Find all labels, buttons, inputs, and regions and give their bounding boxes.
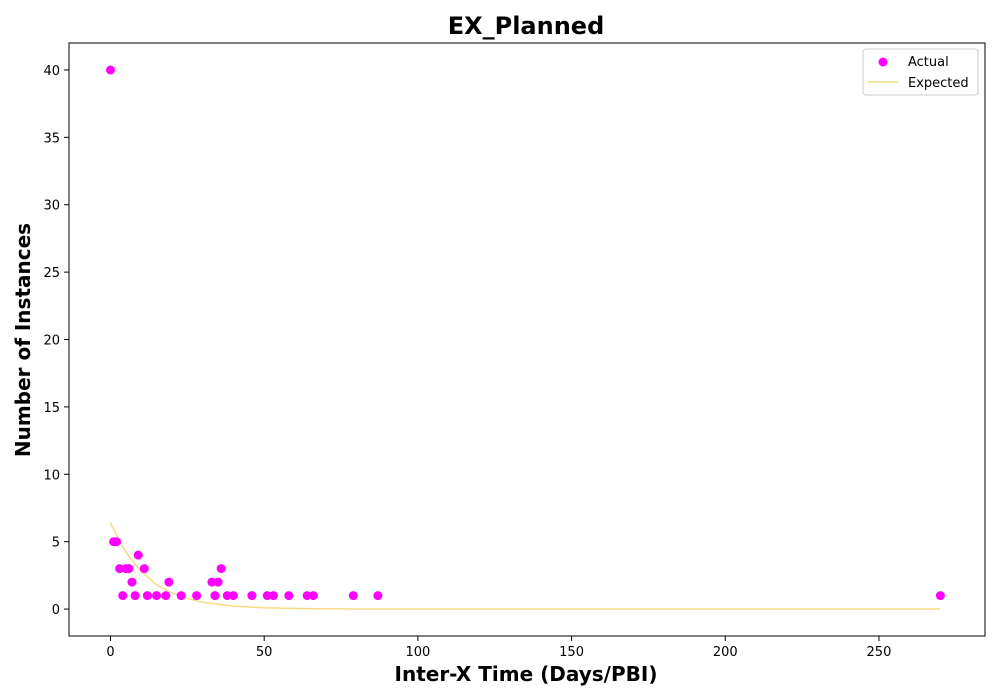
actual-point	[284, 591, 293, 600]
actual-point	[143, 591, 152, 600]
actual-point	[134, 551, 143, 560]
actual-point	[349, 591, 358, 600]
actual-point	[124, 564, 133, 573]
actual-point	[211, 591, 220, 600]
actual-point	[131, 591, 140, 600]
y-tick-label: 10	[43, 468, 60, 483]
actual-point	[161, 591, 170, 600]
actual-point	[112, 537, 121, 546]
y-tick-label: 35	[43, 131, 60, 146]
y-tick-label: 5	[52, 536, 60, 551]
actual-point	[936, 591, 945, 600]
legend-actual-marker	[879, 58, 888, 67]
x-axis-label: Inter-X Time (Days/PBI)	[395, 662, 658, 686]
y-tick-label: 40	[43, 64, 60, 79]
actual-point	[128, 578, 137, 587]
actual-point	[192, 591, 201, 600]
x-tick-label: 0	[106, 645, 114, 660]
actual-point	[217, 564, 226, 573]
legend-expected-label: Expected	[908, 76, 969, 91]
x-tick-label: 50	[256, 645, 273, 660]
y-tick-label: 15	[43, 401, 60, 416]
actual-point	[247, 591, 256, 600]
actual-point	[164, 578, 173, 587]
actual-point	[229, 591, 238, 600]
y-tick-label: 0	[52, 603, 60, 618]
x-tick-label: 250	[867, 645, 892, 660]
y-axis-label: Number of Instances	[11, 223, 35, 457]
y-tick-label: 25	[43, 266, 60, 281]
x-tick-label: 200	[713, 645, 738, 660]
y-tick-label: 30	[43, 199, 60, 214]
actual-point	[214, 578, 223, 587]
x-tick-label: 100	[405, 645, 430, 660]
actual-point	[373, 591, 382, 600]
actual-point	[177, 591, 186, 600]
actual-point	[152, 591, 161, 600]
actual-point	[309, 591, 318, 600]
actual-point	[106, 66, 115, 75]
legend-actual-label: Actual	[908, 55, 949, 70]
x-tick-label: 150	[559, 645, 584, 660]
actual-point	[118, 591, 127, 600]
legend: Actual Expected	[863, 49, 978, 95]
actual-point	[140, 564, 149, 573]
y-tick-label: 20	[43, 334, 60, 349]
chart-title: EX_Planned	[448, 12, 605, 40]
actual-point	[269, 591, 278, 600]
